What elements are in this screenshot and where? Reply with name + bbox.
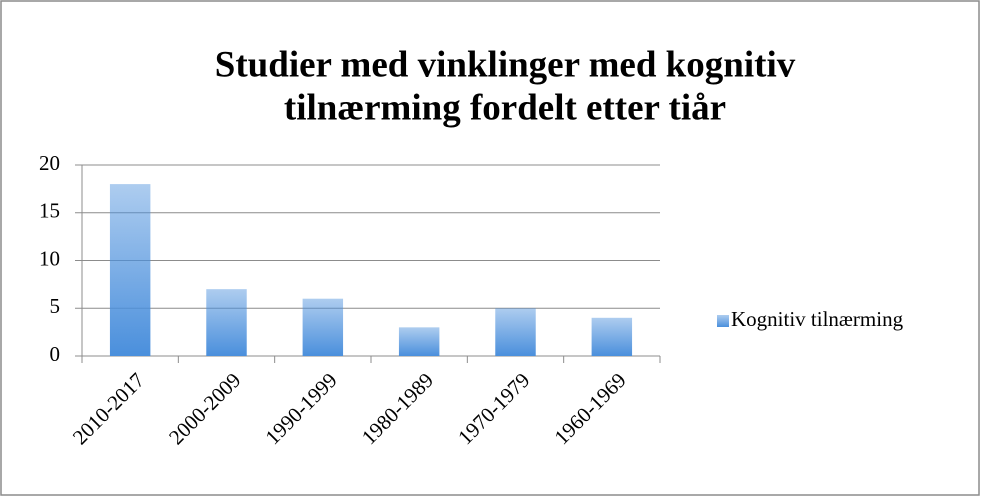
bar <box>302 298 344 356</box>
y-tick-label: 15 <box>39 199 60 223</box>
chart-title: Studier med vinklinger med kognitiv <box>215 44 796 85</box>
y-tick-label: 0 <box>50 342 61 366</box>
y-tick-label: 5 <box>50 294 61 318</box>
bar <box>591 317 633 356</box>
y-tick-label: 20 <box>39 151 60 175</box>
bar <box>206 289 247 356</box>
y-tick-label: 10 <box>39 246 60 270</box>
bar <box>398 327 440 356</box>
legend-label: Kognitiv tilnærming <box>731 307 904 331</box>
chart-title: tilnærming fordelt etter tiår <box>284 87 726 128</box>
bar <box>495 308 536 356</box>
legend-swatch <box>717 315 729 327</box>
bar <box>109 184 151 356</box>
